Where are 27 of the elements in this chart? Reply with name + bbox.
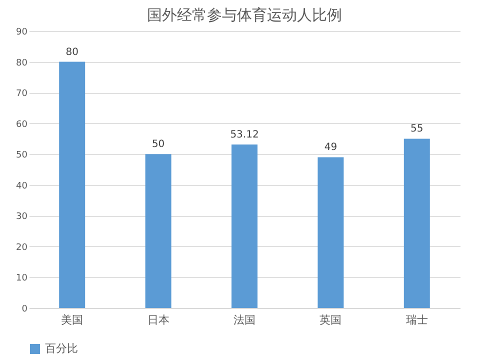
x-tick-label: 日本 xyxy=(147,314,170,326)
y-tick-label: 70 xyxy=(16,89,28,100)
chart-title: 国外经常参与体育运动人比例 xyxy=(147,6,342,24)
y-tick-label: 30 xyxy=(16,212,28,222)
y-tick-label: 10 xyxy=(16,274,28,284)
y-tick-label: 0 xyxy=(22,304,28,314)
x-tick-label: 瑞士 xyxy=(406,314,428,326)
bar xyxy=(145,154,172,308)
data-label: 50 xyxy=(152,139,165,150)
data-label: 49 xyxy=(324,142,338,154)
y-tick-label: 90 xyxy=(16,28,28,38)
data-label: 55 xyxy=(410,124,424,135)
y-tick-label: 20 xyxy=(16,242,28,253)
x-tick-label: 法国 xyxy=(234,314,256,326)
bar xyxy=(318,157,344,308)
x-tick-label: 美国 xyxy=(61,314,84,326)
data-label: 80 xyxy=(66,46,78,58)
y-tick-label: 50 xyxy=(16,150,28,161)
bar xyxy=(404,138,430,308)
bar xyxy=(232,144,258,308)
y-tick-label: 80 xyxy=(16,58,28,68)
bar xyxy=(59,62,86,308)
x-tick-label: 英国 xyxy=(320,314,342,326)
y-tick-label: 60 xyxy=(16,120,28,130)
y-tick-label: 40 xyxy=(16,181,28,192)
legend-label: 百分比 xyxy=(45,342,78,355)
data-label: 53.12 xyxy=(230,130,259,141)
